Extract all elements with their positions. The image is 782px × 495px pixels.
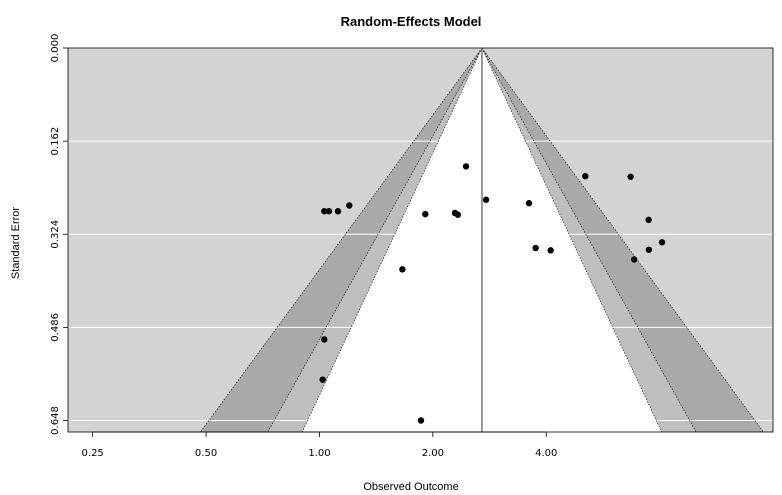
data-point-0 bbox=[462, 163, 470, 170]
data-point-1 bbox=[321, 208, 328, 215]
x-tick-label-1: 0.50 bbox=[195, 448, 217, 459]
y-axis-label: Standard Error bbox=[10, 207, 22, 279]
contour-line-right-0 bbox=[481, 47, 764, 433]
data-point-14 bbox=[645, 216, 652, 224]
y-tick-label-0: 0.000 bbox=[50, 34, 61, 63]
data-point-3 bbox=[334, 208, 342, 215]
y-tick-label-2: 0.324 bbox=[50, 220, 61, 249]
contour-line-left-1 bbox=[267, 47, 483, 433]
x-tick-label-3: 2.00 bbox=[422, 448, 444, 459]
data-point-18 bbox=[399, 266, 406, 273]
contour-line-right-1 bbox=[481, 47, 697, 433]
contour-line-left-0 bbox=[200, 47, 483, 433]
data-point-19 bbox=[321, 336, 328, 343]
plot-area: 0.000 0.162 0.324 0.486 0.648 0.25 0.50 1.00 2.0… bbox=[50, 34, 774, 459]
x-tick-label-0: 0.25 bbox=[82, 448, 104, 459]
data-point-15 bbox=[658, 239, 666, 246]
data-point-16 bbox=[631, 256, 638, 263]
chart-title: Random-Effects Model bbox=[341, 14, 482, 29]
x-tick-label-2: 1.00 bbox=[308, 448, 330, 459]
data-point-17 bbox=[645, 246, 653, 253]
x-axis-label: Observed Outcome bbox=[363, 481, 458, 493]
y-tick-label-4: 0.648 bbox=[50, 406, 61, 435]
data-point-9 bbox=[525, 200, 533, 207]
data-point-2 bbox=[325, 208, 333, 215]
data-point-7 bbox=[454, 211, 462, 218]
x-tick-label-4: 4.00 bbox=[535, 448, 557, 459]
y-tick-label-1: 0.162 bbox=[50, 127, 61, 156]
data-point-5 bbox=[422, 210, 429, 218]
data-point-11 bbox=[547, 247, 554, 254]
y-tick-label-3: 0.486 bbox=[50, 313, 61, 342]
data-point-12 bbox=[582, 172, 589, 180]
data-point-8 bbox=[482, 196, 490, 203]
data-point-21 bbox=[417, 417, 425, 424]
data-point-10 bbox=[532, 244, 539, 252]
data-point-13 bbox=[627, 173, 634, 180]
data-point-4 bbox=[346, 202, 353, 209]
data-point-20 bbox=[319, 376, 326, 383]
